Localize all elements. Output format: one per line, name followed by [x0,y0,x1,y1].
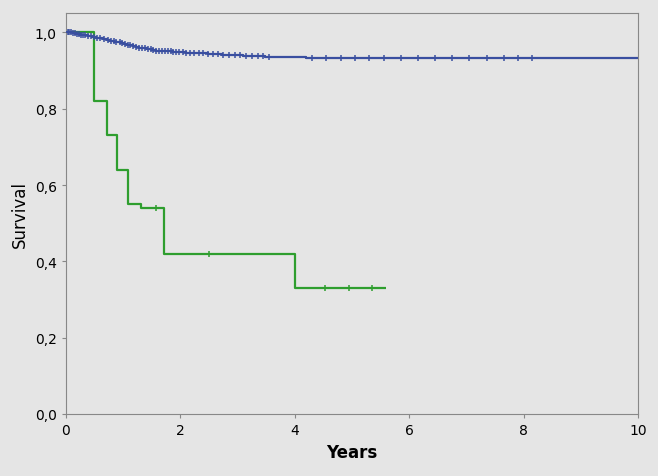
X-axis label: Years: Years [326,443,378,461]
Y-axis label: Survival: Survival [11,181,29,248]
